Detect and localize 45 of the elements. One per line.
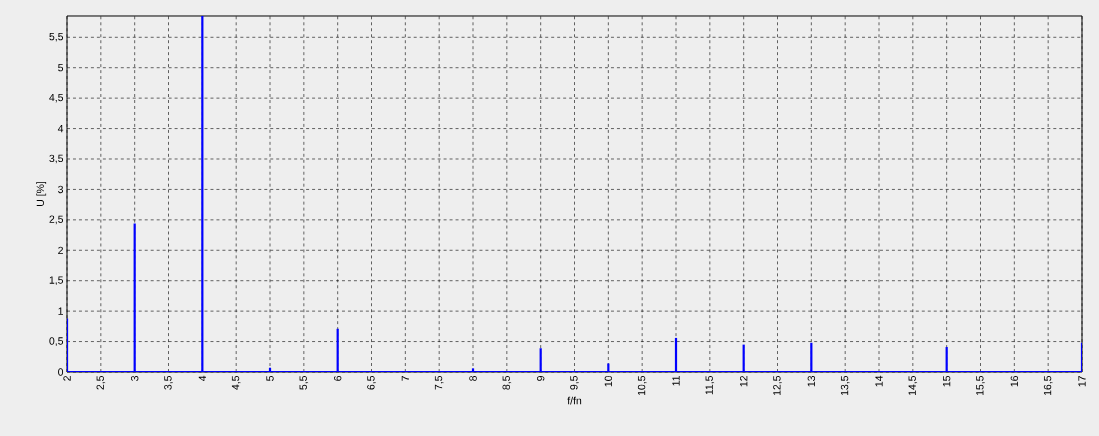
x-tick-label: 4,5 — [231, 375, 241, 390]
y-tick-label: 4,5 — [49, 93, 64, 103]
x-tick-label: 2 — [63, 376, 71, 381]
x-tick-label: 16,5 — [1043, 375, 1053, 396]
x-tick-label: 14,5 — [908, 375, 918, 396]
y-tick-label: 5 — [58, 64, 64, 72]
x-tick-label: 15,5 — [976, 375, 985, 396]
y-tick-label: 1,5 — [49, 276, 64, 285]
x-tick-label: 2,5 — [96, 375, 106, 390]
x-tick-label: 12,5 — [773, 375, 782, 396]
y-tick-label: 2 — [58, 246, 63, 254]
x-tick-label: 11 — [672, 376, 680, 386]
y-tick-label: 0,5 — [49, 337, 64, 346]
x-tick-label: 15 — [943, 375, 951, 387]
x-tick-label: 5,5 — [299, 375, 309, 390]
x-tick-label: 6 — [333, 375, 342, 381]
x-tick-label: 9,5 — [570, 375, 579, 390]
x-tick-label: 14 — [875, 375, 883, 387]
x-tick-label: 7,5 — [434, 375, 444, 390]
x-tick-label: 6,5 — [367, 375, 376, 390]
x-tick-label: 9 — [536, 376, 545, 381]
x-tick-label: 12 — [740, 376, 748, 387]
x-tick-label: 16 — [1010, 375, 1019, 387]
y-tick-label: 0 — [58, 368, 64, 376]
x-tick-label: 4 — [198, 375, 206, 382]
x-axis-title: f/fn — [567, 396, 582, 405]
x-tick-label: 13 — [807, 375, 816, 387]
y-tick-label: 5,5 — [49, 33, 64, 42]
y-tick-label: 3 — [58, 185, 64, 194]
y-axis-title: U [%] — [36, 181, 47, 206]
x-tick-label: 3 — [130, 375, 139, 381]
y-tick-label: 1 — [58, 307, 63, 315]
x-tick-label: 10,5 — [637, 375, 647, 396]
x-tick-label: 17 — [1078, 376, 1086, 387]
x-tick-label: 7 — [401, 376, 409, 381]
x-tick-label: 11,5 — [705, 375, 715, 395]
x-tick-label: 13,5 — [840, 375, 850, 396]
y-tick-label: 2,5 — [49, 215, 64, 225]
y-tick-label: 3,5 — [49, 154, 64, 164]
y-tick-label: 4 — [57, 124, 64, 133]
x-tick-label: 8,5 — [502, 375, 512, 390]
x-tick-label: 8 — [469, 375, 477, 381]
x-tick-label: 3,5 — [164, 375, 173, 390]
x-tick-label: 5 — [266, 375, 274, 381]
x-tick-label: 10 — [604, 375, 613, 387]
